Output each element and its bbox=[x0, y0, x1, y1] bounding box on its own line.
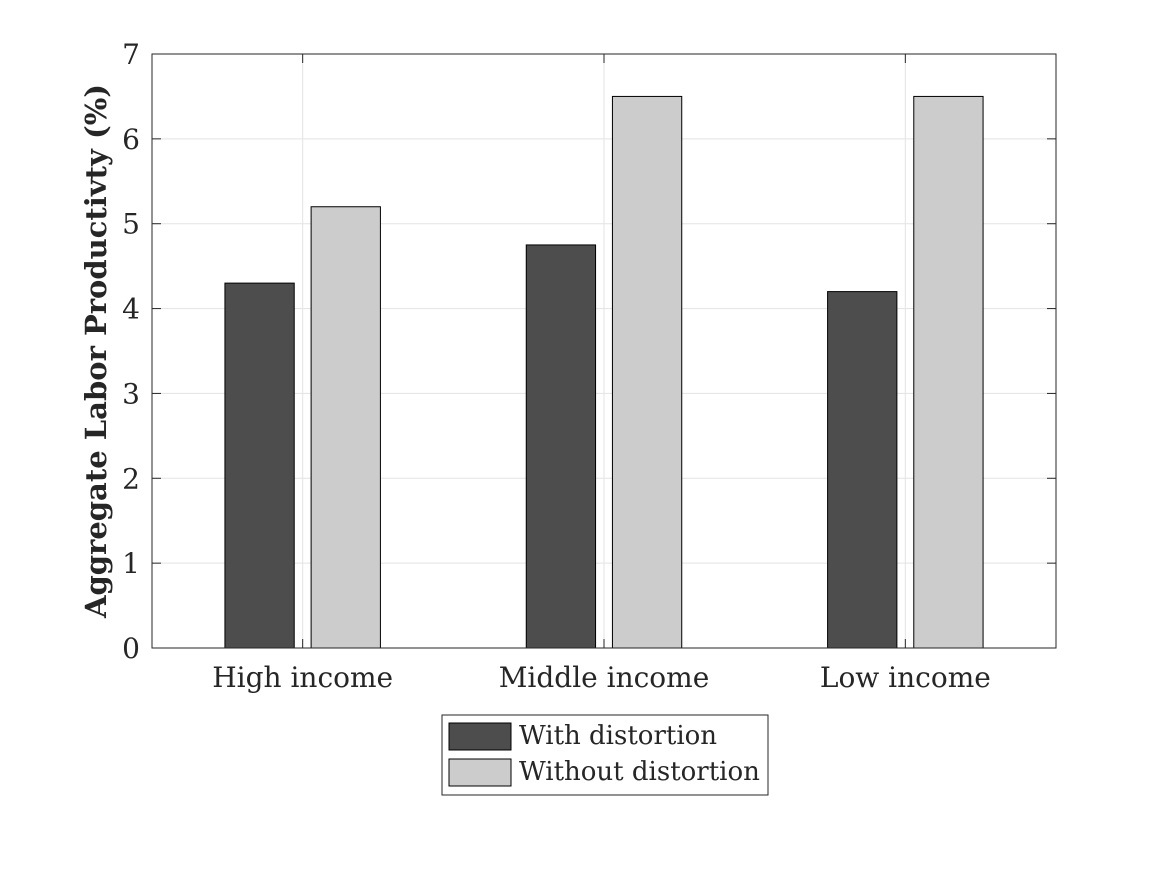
bar-with-distortion-0 bbox=[224, 282, 295, 649]
x-tick-label: High income bbox=[212, 661, 393, 694]
y-tick-label: 1 bbox=[122, 547, 140, 580]
bar-with-distortion-2 bbox=[827, 291, 898, 649]
legend: With distortion Without distortion bbox=[441, 714, 769, 796]
x-tick-label: Low income bbox=[820, 661, 991, 694]
x-tick-labels: High income Middle income Low income bbox=[212, 661, 991, 694]
y-tick-label: 6 bbox=[122, 123, 140, 156]
y-tick-label: 3 bbox=[122, 377, 140, 410]
legend-label: With distortion bbox=[519, 721, 717, 751]
bar-without-distortion-1 bbox=[611, 95, 683, 649]
y-tick-label: 7 bbox=[122, 38, 140, 71]
y-axis-title: Aggregate Labor Productivty (%) bbox=[79, 84, 113, 619]
axis-ticks bbox=[152, 53, 1056, 649]
legend-swatch bbox=[448, 758, 512, 787]
legend-swatch bbox=[448, 722, 512, 751]
x-tick-label: Middle income bbox=[499, 661, 710, 694]
bar-without-distortion-0 bbox=[310, 206, 381, 649]
grid-lines bbox=[152, 54, 1056, 648]
bars bbox=[224, 95, 984, 649]
y-tick-label: 2 bbox=[122, 462, 140, 495]
y-tick-label: 4 bbox=[122, 293, 140, 326]
legend-label: Without distortion bbox=[519, 757, 760, 787]
bar-without-distortion-2 bbox=[913, 95, 984, 649]
bar-with-distortion-1 bbox=[525, 244, 597, 649]
y-tick-label: 0 bbox=[122, 632, 140, 665]
y-tick-label: 5 bbox=[122, 208, 140, 241]
y-tick-labels: 0 1 2 3 4 5 6 7 bbox=[122, 38, 140, 665]
